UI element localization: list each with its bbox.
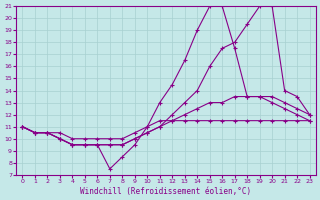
X-axis label: Windchill (Refroidissement éolien,°C): Windchill (Refroidissement éolien,°C) xyxy=(80,187,252,196)
